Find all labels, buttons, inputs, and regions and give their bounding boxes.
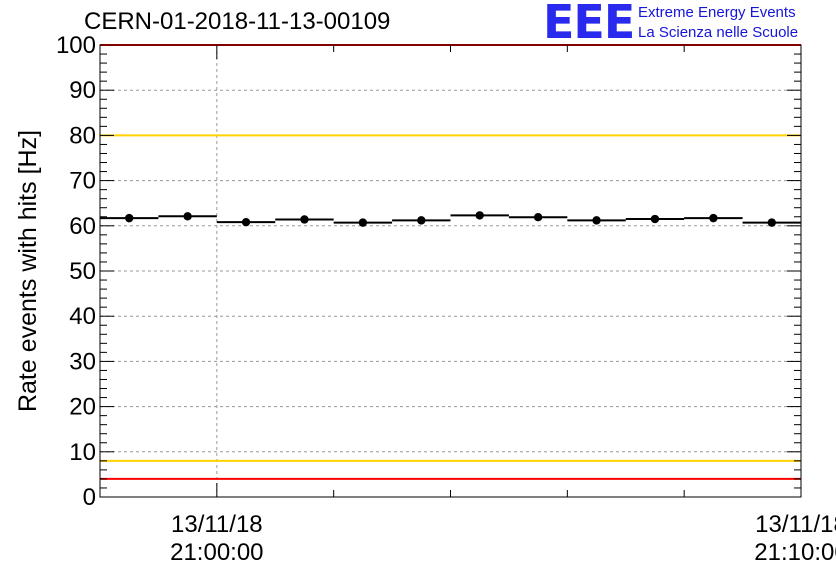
grid-lines	[100, 45, 801, 497]
y-tick-label: 10	[69, 439, 96, 466]
data-point	[533, 213, 543, 222]
x-tick-label-time: 21:10:00	[754, 539, 836, 566]
data-point	[300, 215, 309, 224]
y-tick-labels: 0 10 20 30 40 50 60 70 80 90 100	[56, 32, 96, 511]
axis-ticks	[99, 44, 802, 498]
y-tick-label: 30	[69, 348, 96, 375]
x-tick-label-date: 13/11/18	[755, 511, 836, 538]
y-tick-label: 60	[69, 213, 96, 240]
logo-mark: EEE	[543, 0, 635, 49]
data-point	[592, 216, 601, 225]
data-point	[475, 211, 484, 220]
data-point	[183, 212, 192, 221]
data-series	[100, 211, 801, 227]
logo-line-1: Extreme Energy Events	[638, 4, 796, 21]
data-point	[650, 214, 660, 224]
chart-title: CERN-01-2018-11-13-00109	[84, 8, 391, 35]
y-axis-label: Rate events with hits [Hz]	[14, 130, 42, 412]
data-point	[241, 217, 251, 227]
reference-lines	[100, 44, 801, 480]
data-point	[358, 218, 368, 227]
data-point	[709, 213, 718, 223]
y-tick-label: 90	[69, 77, 96, 104]
y-tick-label: 100	[56, 32, 96, 59]
data-point	[767, 218, 776, 227]
x-tick-label-date: 13/11/18	[171, 511, 263, 538]
data-point	[125, 213, 134, 223]
y-tick-label: 40	[69, 303, 96, 330]
logo-line-2: La Scienza nelle Scuole	[638, 24, 799, 41]
data-point	[417, 216, 426, 225]
y-tick-label: 80	[69, 122, 96, 149]
y-tick-label: 0	[83, 484, 96, 511]
y-tick-label: 70	[69, 168, 96, 195]
y-tick-label: 50	[69, 258, 96, 285]
x-tick-label-time: 21:00:00	[170, 539, 263, 566]
y-tick-label: 20	[69, 394, 96, 421]
